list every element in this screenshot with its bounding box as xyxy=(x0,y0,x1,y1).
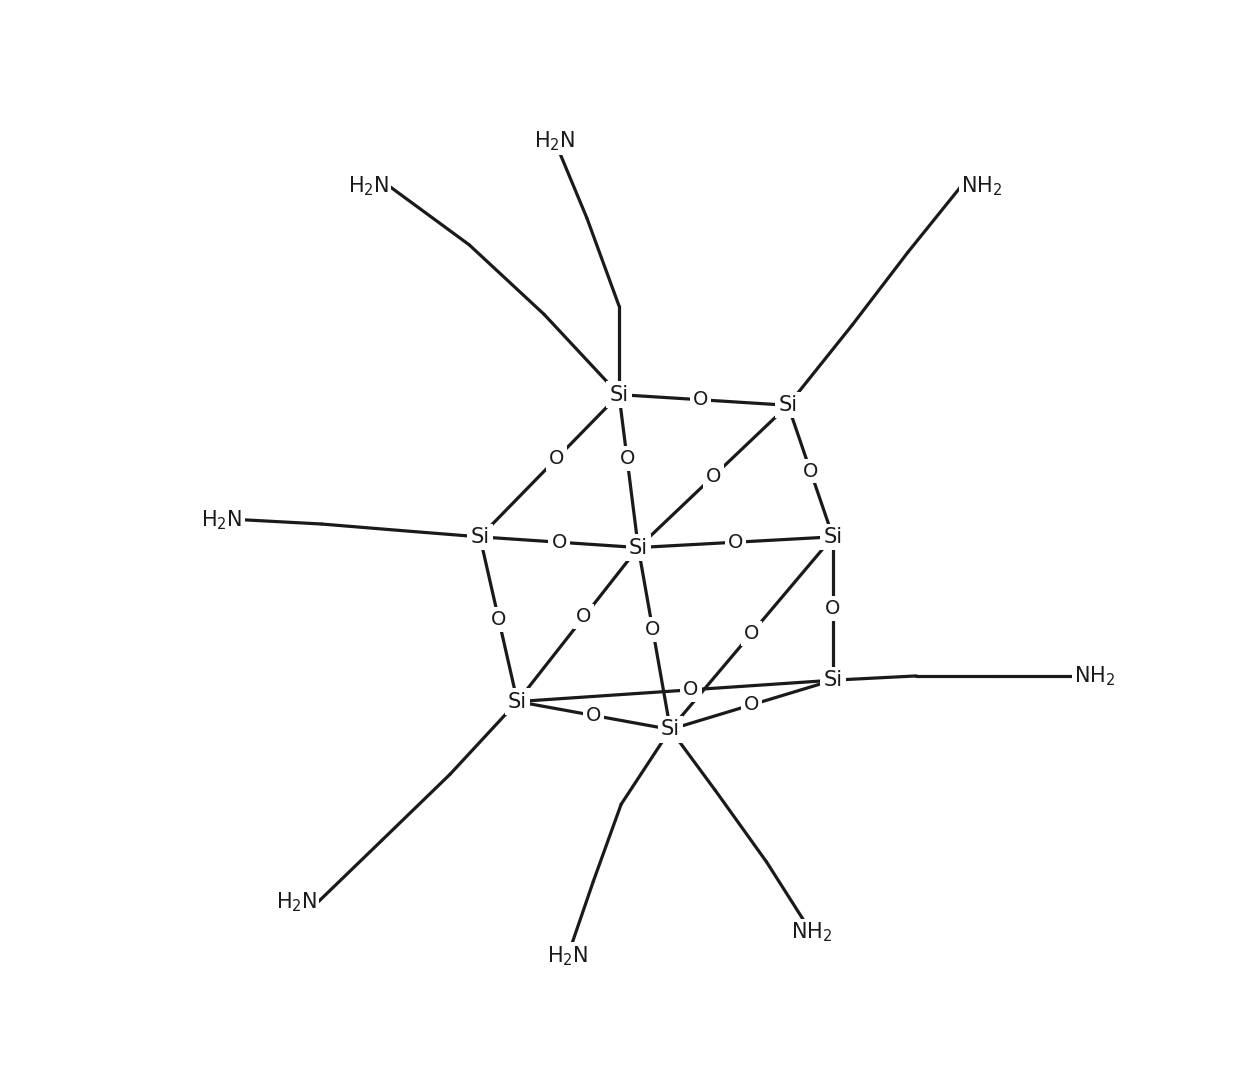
Text: $\mathregular{H_2N}$: $\mathregular{H_2N}$ xyxy=(534,129,576,153)
Text: O: O xyxy=(491,610,506,628)
Text: Si: Si xyxy=(609,385,629,404)
Text: O: O xyxy=(645,620,660,639)
Text: Si: Si xyxy=(629,538,647,557)
Text: O: O xyxy=(744,624,759,642)
Text: O: O xyxy=(728,533,743,552)
Text: Si: Si xyxy=(470,527,489,547)
Text: O: O xyxy=(576,607,592,626)
Text: Si: Si xyxy=(629,538,647,557)
Text: $\mathregular{H_2N}$: $\mathregular{H_2N}$ xyxy=(276,890,317,914)
Text: Si: Si xyxy=(823,527,843,547)
Text: O: O xyxy=(706,467,721,486)
Text: Si: Si xyxy=(661,719,680,740)
Text: $\mathregular{NH_2}$: $\mathregular{NH_2}$ xyxy=(1073,664,1115,688)
Text: O: O xyxy=(551,533,567,552)
Text: Si: Si xyxy=(779,396,797,415)
Text: Si: Si xyxy=(508,692,527,711)
Text: O: O xyxy=(802,461,818,481)
Text: $\mathregular{NH_2}$: $\mathregular{NH_2}$ xyxy=(961,175,1003,197)
Text: O: O xyxy=(619,450,635,468)
Text: Si: Si xyxy=(470,527,489,547)
Text: O: O xyxy=(586,706,602,725)
Text: Si: Si xyxy=(823,527,843,547)
Text: $\mathregular{H_2N}$: $\mathregular{H_2N}$ xyxy=(547,944,588,968)
Text: Si: Si xyxy=(661,719,680,740)
Text: O: O xyxy=(826,599,841,618)
Text: $\mathregular{NH_2}$: $\mathregular{NH_2}$ xyxy=(791,921,832,944)
Text: $\mathregular{H_2N}$: $\mathregular{H_2N}$ xyxy=(201,508,243,531)
Text: O: O xyxy=(548,450,565,468)
Text: Si: Si xyxy=(823,671,843,690)
Text: Si: Si xyxy=(508,692,527,711)
Text: O: O xyxy=(744,695,759,715)
Text: Si: Si xyxy=(609,385,629,404)
Text: $\mathregular{H_2N}$: $\mathregular{H_2N}$ xyxy=(348,175,389,197)
Text: Si: Si xyxy=(779,396,797,415)
Text: Si: Si xyxy=(823,671,843,690)
Text: O: O xyxy=(683,680,698,700)
Text: O: O xyxy=(692,390,708,410)
